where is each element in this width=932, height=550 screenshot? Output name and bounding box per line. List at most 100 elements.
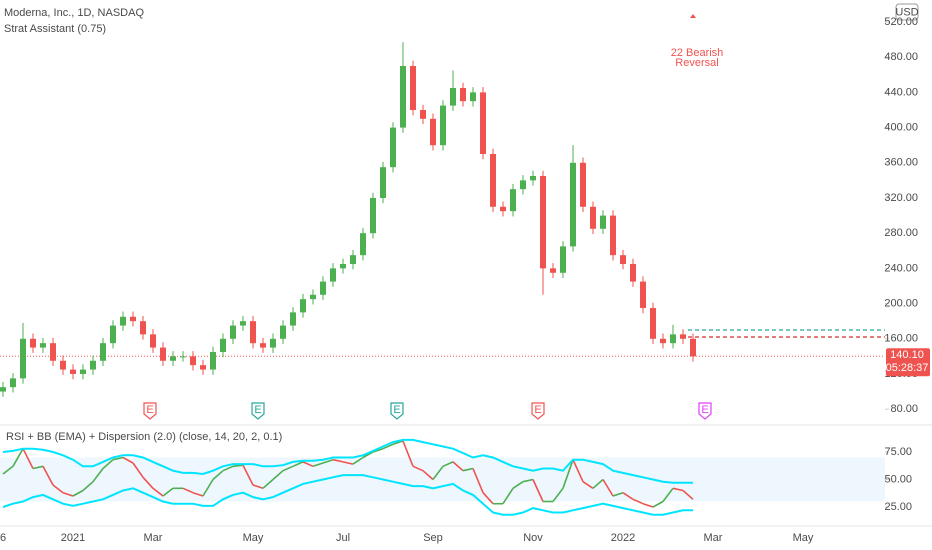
rsi-title: RSI + BB (EMA) + Dispersion (2.0) (close…: [6, 431, 282, 443]
rsi-segment: [292, 461, 304, 468]
candle-body: [530, 175, 536, 181]
candle-body: [330, 268, 336, 282]
annotation-arrow: [690, 14, 696, 18]
rsi-segment: [552, 487, 564, 502]
rsi-segment: [432, 465, 444, 480]
rsi-segment: [662, 487, 674, 502]
candle-body: [60, 360, 66, 370]
rsi-segment: [12, 448, 24, 467]
rsi-segment: [62, 491, 74, 497]
rsi-segment: [152, 487, 164, 497]
candle-body: [260, 343, 266, 348]
candle-body: [170, 356, 176, 361]
rsi-segment: [132, 462, 144, 478]
x-tick-label: May: [793, 532, 814, 544]
rsi-segment: [142, 476, 154, 489]
earnings-label: E: [393, 404, 400, 416]
rsi-segment: [622, 492, 634, 500]
candle-body: [480, 92, 486, 154]
bollinger-band: [2, 438, 693, 484]
x-tick-label: 2021: [61, 532, 85, 544]
y-tick-label: 320.00: [884, 192, 918, 204]
candle-body: [40, 343, 46, 348]
candle-body: [430, 118, 436, 146]
candle-body: [370, 197, 376, 234]
candle-body: [320, 281, 326, 295]
candle-body: [450, 87, 456, 106]
candle-body: [600, 215, 606, 229]
chart-title: Moderna, Inc., 1D, NASDAQ: [4, 7, 144, 19]
rsi-segment: [632, 498, 644, 505]
last-price-box: [886, 348, 930, 377]
x-tick-label: Nov: [523, 532, 543, 544]
rsi-segment: [42, 465, 54, 486]
candle-body: [640, 281, 646, 308]
candle-body: [220, 338, 226, 352]
candle-body: [180, 356, 186, 358]
candle-body: [570, 162, 576, 247]
candle-body: [0, 387, 6, 392]
rsi-segment: [272, 470, 284, 481]
earnings-label: E: [146, 404, 153, 416]
rsi-segment: [32, 465, 44, 470]
rsi-segment: [382, 443, 394, 450]
rsi-segment: [522, 478, 534, 483]
candle-body: [160, 347, 166, 361]
x-tick-label: 2022: [611, 532, 635, 544]
annotation-text: Reversal: [675, 57, 718, 69]
rsi-segment: [532, 479, 544, 502]
rsi-segment: [572, 459, 584, 483]
candle-body: [290, 312, 296, 326]
candle-body: [360, 233, 366, 256]
candle-body: [80, 369, 86, 374]
candle-body: [300, 299, 306, 313]
candle-body: [310, 294, 316, 300]
candle-body: [200, 365, 206, 370]
candle-body: [440, 105, 446, 146]
rsi-segment: [192, 491, 204, 497]
candle-body: [580, 162, 586, 207]
rsi-segment: [672, 487, 684, 492]
candle-body: [560, 246, 566, 273]
rsi-segment: [502, 487, 514, 505]
bollinger-band: [2, 474, 693, 516]
rsi-segment: [452, 461, 464, 472]
rsi-segment: [422, 470, 434, 481]
rsi-segment: [482, 492, 494, 505]
x-tick-label: Mar: [704, 532, 723, 544]
rsi-segment: [392, 440, 404, 446]
x-tick-label: May: [243, 532, 264, 544]
rsi-segment: [642, 502, 654, 508]
annotation-text: 22 Bearish: [671, 47, 724, 59]
rsi-segment: [262, 478, 274, 489]
rsi-segment: [372, 447, 384, 453]
rsi-segment: [682, 489, 694, 500]
candle-body: [610, 215, 616, 256]
candle-body: [230, 325, 236, 339]
rsi-segment: [2, 465, 14, 475]
rsi-segment: [72, 489, 84, 497]
candle-body: [470, 92, 476, 102]
y-tick-label: 200.00: [884, 297, 918, 309]
candle-body: [500, 206, 506, 212]
candle-body: [410, 65, 416, 110]
rsi-segment: [202, 479, 214, 497]
rsi-segment: [592, 478, 604, 489]
last-price-label: 140.10: [890, 349, 924, 361]
rsi-segment: [402, 440, 414, 467]
rsi-segment: [312, 462, 324, 468]
candle-body: [520, 180, 526, 190]
earnings-marker: [143, 402, 157, 420]
earnings-label: E: [534, 404, 541, 416]
candle-body: [660, 338, 666, 344]
rsi-segment: [472, 468, 484, 494]
countdown: 05:28:37: [886, 362, 929, 374]
y-tick-label: 80.00: [890, 403, 918, 415]
rsi-segment: [412, 465, 424, 472]
rsi-segment: [612, 491, 624, 497]
earnings-marker: [698, 402, 712, 420]
rsi-segment: [512, 481, 524, 489]
candle-body: [380, 167, 386, 198]
rsi-segment: [442, 461, 454, 468]
